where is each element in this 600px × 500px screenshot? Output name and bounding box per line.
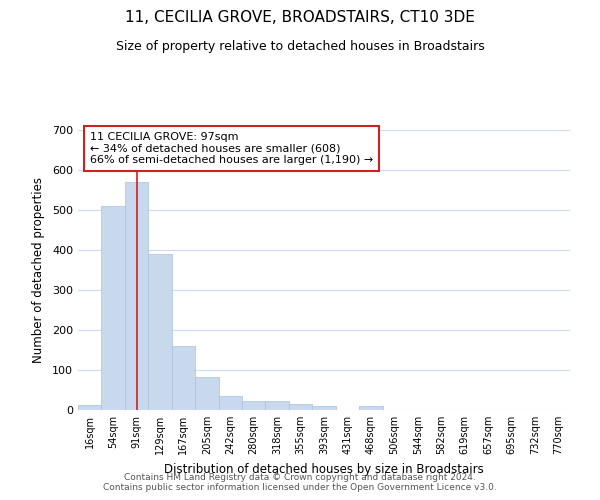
X-axis label: Distribution of detached houses by size in Broadstairs: Distribution of detached houses by size … (164, 462, 484, 475)
Bar (242, 401, 265, 410)
Bar (148, 254, 172, 410)
Text: 11, CECILIA GROVE, BROADSTAIRS, CT10 3DE: 11, CECILIA GROVE, BROADSTAIRS, CT10 3DE (125, 10, 475, 25)
Y-axis label: Number of detached properties: Number of detached properties (32, 177, 45, 363)
Bar (172, 346, 195, 410)
Bar (195, 377, 218, 410)
Bar (359, 406, 383, 410)
Bar (289, 404, 312, 410)
Bar (125, 182, 148, 410)
Bar (312, 406, 336, 410)
Text: Size of property relative to detached houses in Broadstairs: Size of property relative to detached ho… (116, 40, 484, 53)
Bar (265, 401, 289, 410)
Text: Contains HM Land Registry data © Crown copyright and database right 2024.
Contai: Contains HM Land Registry data © Crown c… (103, 473, 497, 492)
Bar (101, 206, 125, 410)
Text: 11 CECILIA GROVE: 97sqm
← 34% of detached houses are smaller (608)
66% of semi-d: 11 CECILIA GROVE: 97sqm ← 34% of detache… (90, 132, 373, 165)
Bar (78, 405, 101, 410)
Bar (218, 396, 242, 410)
